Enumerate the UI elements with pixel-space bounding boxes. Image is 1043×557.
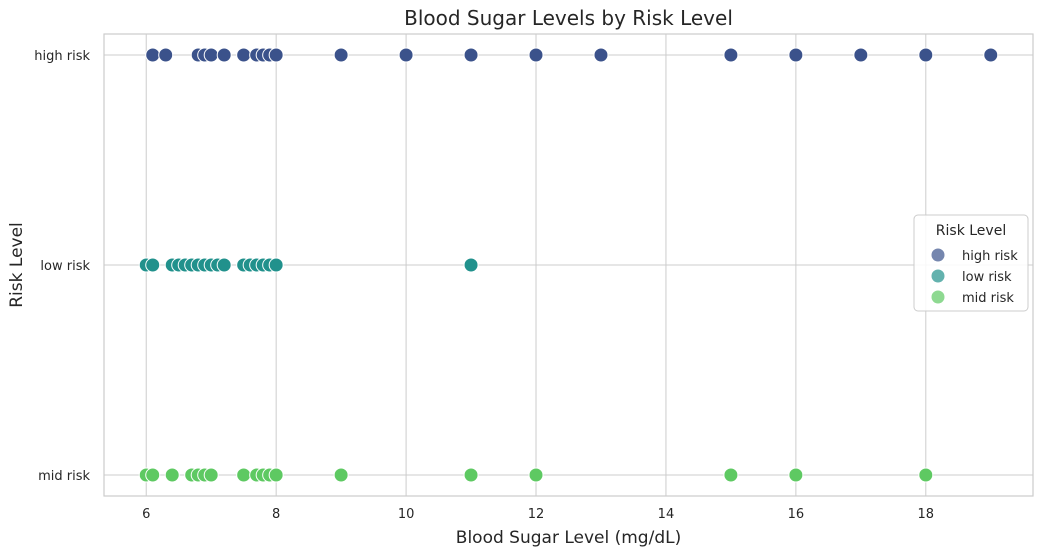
data-point [164, 467, 180, 483]
legend-title: Risk Level [936, 223, 1006, 239]
data-points [138, 47, 999, 483]
data-point [203, 467, 219, 483]
data-point [236, 47, 252, 63]
legend-marker [930, 268, 946, 284]
legend-items: high risk low risk mid risk [930, 247, 1018, 306]
data-point [145, 467, 161, 483]
data-point [918, 47, 934, 63]
y-tick-labels: high risk low risk mid risk [34, 49, 90, 484]
y-tick-label: low risk [40, 259, 90, 274]
data-point [268, 257, 284, 273]
data-point [853, 47, 869, 63]
legend-label: mid risk [962, 291, 1014, 306]
data-point [398, 47, 414, 63]
data-point [788, 467, 804, 483]
data-point [333, 467, 349, 483]
x-tick-label: 18 [918, 507, 935, 522]
data-point [145, 47, 161, 63]
data-point [158, 47, 174, 63]
data-point [788, 47, 804, 63]
legend-box [913, 214, 1029, 312]
legend-marker [930, 247, 946, 263]
y-tick-label: high risk [34, 49, 90, 64]
legend: Risk Level high risk low risk mid risk [913, 214, 1029, 312]
x-axis-label: Blood Sugar Level (mg/dL) [456, 528, 681, 548]
legend-label: high risk [962, 249, 1018, 264]
data-point [528, 47, 544, 63]
data-point [145, 257, 161, 273]
data-point [333, 47, 349, 63]
data-point [203, 47, 219, 63]
x-tick-label: 12 [528, 507, 545, 522]
data-point [216, 257, 232, 273]
x-tick-label: 6 [142, 507, 150, 522]
chart-title: Blood Sugar Levels by Risk Level [404, 6, 733, 30]
x-tick-label: 14 [658, 507, 675, 522]
data-point [528, 467, 544, 483]
data-point [268, 467, 284, 483]
data-point [723, 47, 739, 63]
data-point [463, 47, 479, 63]
plot-frame [103, 33, 1034, 497]
y-tick-label: mid risk [38, 469, 90, 484]
legend-marker [930, 289, 946, 305]
data-point [463, 257, 479, 273]
legend-label: low risk [962, 270, 1012, 285]
data-point [983, 47, 999, 63]
x-tick-labels: 6 8 10 12 14 16 18 [142, 507, 934, 522]
data-point [918, 467, 934, 483]
data-point [463, 467, 479, 483]
data-point [723, 467, 739, 483]
data-point [268, 47, 284, 63]
data-point [236, 467, 252, 483]
data-point [216, 47, 232, 63]
y-axis-label: Risk Level [7, 222, 27, 308]
x-tick-label: 8 [272, 507, 280, 522]
data-point [593, 47, 609, 63]
x-tick-label: 10 [398, 507, 415, 522]
x-tick-label: 16 [788, 507, 805, 522]
